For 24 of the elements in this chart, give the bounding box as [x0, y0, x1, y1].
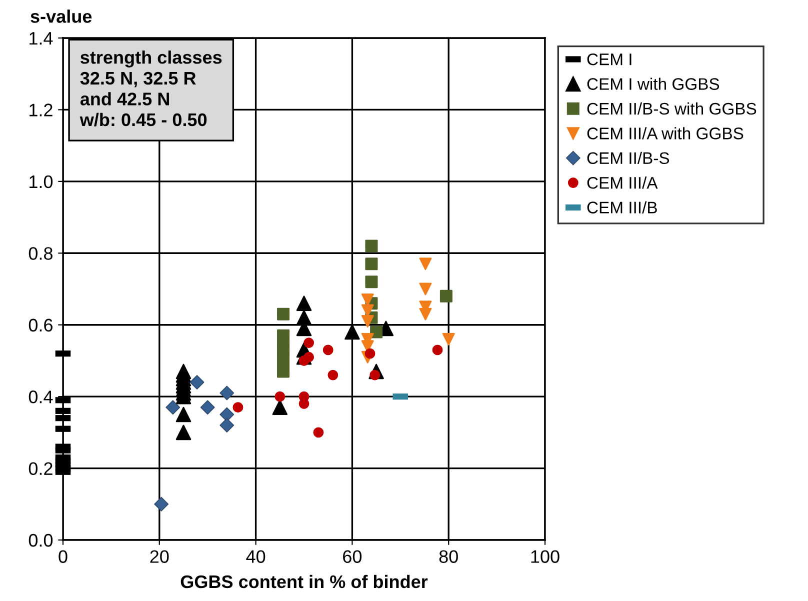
y-tick-label: 0.0 — [28, 534, 53, 547]
x-tick-label: 60 — [343, 550, 362, 563]
y-tick-label: 0.4 — [28, 390, 53, 404]
y-tick-label: 1.2 — [30, 104, 52, 116]
y-tick-label: 0.2 — [28, 462, 52, 476]
legend-label: CEM III/B — [587, 201, 657, 214]
x-axis-title: GGBS content in % of binder — [180, 574, 428, 588]
y-axis-title: s-value — [30, 10, 92, 23]
legend-label: CEM II/B-S — [587, 152, 670, 164]
x-tick-label: 40 — [246, 550, 266, 563]
legend-label: CEM III/A — [587, 176, 658, 189]
y-tick-label: 0.6 — [28, 318, 52, 332]
y-tick-label: 1.4 — [30, 32, 53, 45]
x-tick-label: 100 — [531, 550, 560, 563]
x-tick-label: 20 — [150, 550, 169, 563]
x-tick-label: 80 — [439, 550, 458, 563]
legend-label: CEM I — [587, 53, 632, 66]
legend-label: CEM II/B-S with GGBS — [587, 102, 756, 115]
y-tick-label: 1.0 — [30, 175, 53, 188]
annotation: strength classes 32.5 N, 32.5 R and 42.5 N w/b: 0.45 - 0.50 — [80, 50, 222, 126]
x-tick-label: 0 — [58, 550, 68, 563]
legend-label: CEM III/A with GGBS — [587, 127, 744, 140]
legend-label: CEM I with GGBS — [587, 78, 720, 90]
y-tick-label: 0.8 — [28, 247, 52, 260]
